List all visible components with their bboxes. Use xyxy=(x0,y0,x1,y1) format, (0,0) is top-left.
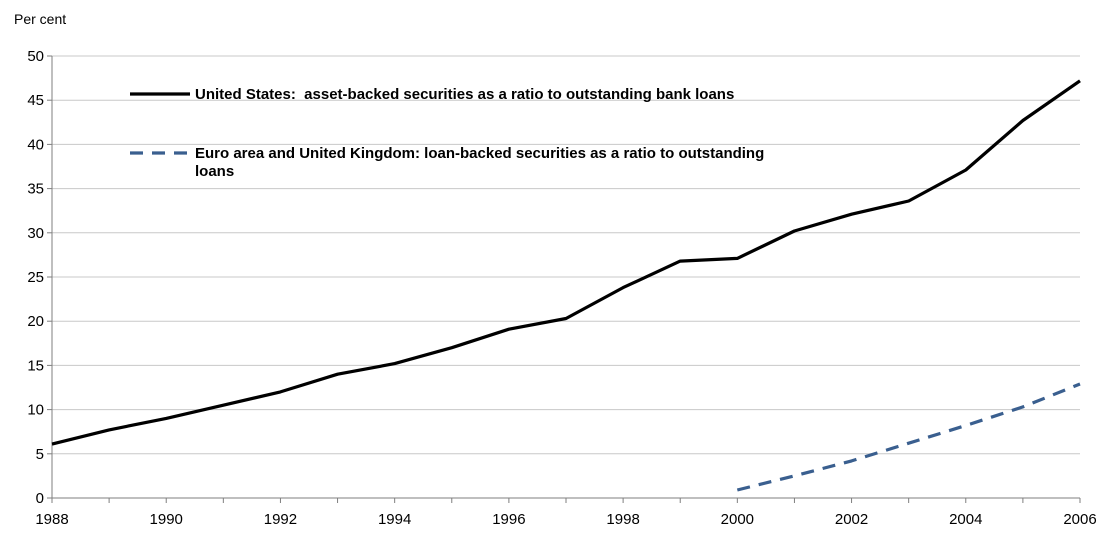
series-line-us xyxy=(51,79,1081,446)
x-tick-label: 1998 xyxy=(606,511,639,528)
x-tick-label: 1996 xyxy=(492,511,525,528)
gridlines xyxy=(52,55,1080,455)
series-line-euro xyxy=(736,382,1081,492)
y-tick-label: 45 xyxy=(27,92,44,109)
x-tick-label: 2002 xyxy=(835,511,868,528)
x-tick-label: 2004 xyxy=(949,511,982,528)
y-tick-label: 15 xyxy=(27,357,44,374)
x-tick-label: 1990 xyxy=(150,511,183,528)
y-tick-label: 5 xyxy=(36,446,44,463)
y-tick-label: 50 xyxy=(27,48,44,65)
legend-label-euro: Euro area and United Kingdom: loan-backe… xyxy=(195,145,768,180)
y-tick-labels: 0 5 10 15 20 25 30 35 40 45 50 xyxy=(27,48,44,507)
y-tick-label: 0 xyxy=(36,490,44,507)
axes xyxy=(47,55,1081,503)
y-tick-label: 25 xyxy=(27,269,44,286)
legend-label-euro-line1: Euro area and United Kingdom: loan-backe… xyxy=(195,145,764,162)
y-tick-label: 20 xyxy=(27,313,44,330)
x-tick-label: 2000 xyxy=(721,511,754,528)
x-tick-label: 1988 xyxy=(35,511,68,528)
legend: United States: asset-backed securities a… xyxy=(130,86,768,180)
y-tick-label: 40 xyxy=(27,136,44,153)
legend-label-euro-line2: loans xyxy=(195,163,234,180)
x-tick-label: 2006 xyxy=(1063,511,1096,528)
y-axis-unit-label: Per cent xyxy=(14,11,66,27)
y-tick-label: 35 xyxy=(27,181,44,198)
y-tick-label: 30 xyxy=(27,225,44,242)
series-lines xyxy=(51,79,1081,492)
x-tick-labels: 1988 1990 1992 1994 1996 1998 2000 2002 2004 2006 xyxy=(35,511,1096,528)
x-tick-label: 1994 xyxy=(378,511,411,528)
x-tick-label: 1992 xyxy=(264,511,297,528)
legend-label-us: United States: asset-backed securities a… xyxy=(195,86,734,103)
y-tick-label: 10 xyxy=(27,402,44,419)
